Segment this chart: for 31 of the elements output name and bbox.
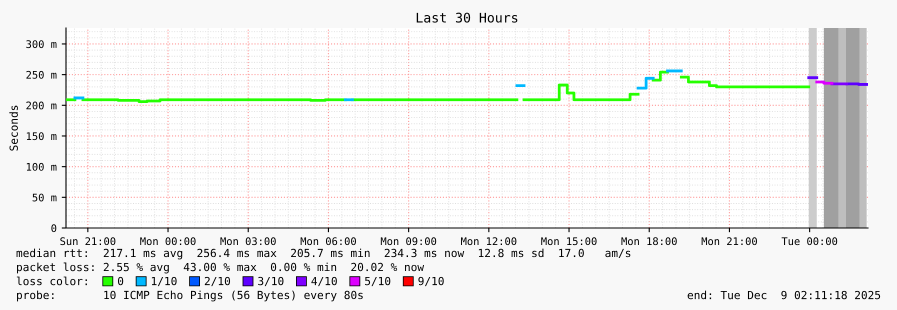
legend-label: 4/10 (311, 276, 337, 286)
y-tick-label: 250 m (26, 70, 56, 79)
legend-label: 1/10 (152, 276, 177, 286)
text: probe: 10 ICMP Echo Pings (56 Bytes) every 80s (17, 290, 363, 302)
y-tick-label: 300 m (26, 40, 56, 48)
x-tick-label: Mon 15:00 (541, 237, 597, 246)
y-tick-label: 150 m (26, 132, 56, 140)
y-tick-label: 100 m (26, 162, 56, 171)
x-tick-label: Sun 21:00 (60, 237, 116, 246)
y-axis-title: Seconds (9, 106, 18, 151)
x-tick-label: Tue 00:00 (782, 237, 838, 246)
y-tick-label: 0 (51, 224, 56, 232)
legend-label: 5/10 (365, 276, 390, 286)
legend-title: loss color: (16, 276, 87, 286)
x-tick-label: Mon 18:00 (621, 237, 677, 246)
x-tick-label: Mon 03:00 (220, 237, 276, 246)
y-tick-label: 50 m (32, 194, 56, 202)
text: packet loss: 2.55 % avg 43.00 % max 0.00 % min 20.02 % now (17, 262, 424, 274)
legend-label: 9/10 (418, 276, 444, 286)
chart-title: Last 30 Hours (416, 12, 518, 23)
x-tick-label: Mon 09:00 (380, 237, 436, 246)
x-tick-label: Mon 06:00 (300, 237, 356, 246)
y-tick-label: 200 m (26, 102, 56, 110)
legend-label: 0 (118, 276, 124, 286)
legend-label: 2/10 (204, 276, 230, 286)
x-tick-label: Mon 12:00 (461, 237, 516, 246)
legend-label: 3/10 (258, 276, 284, 286)
text: median rtt: 217.1 ms avg 256.4 ms max 205.7 ms min 234.3 ms now 12.8 ms sd 17.0 am/s (16, 248, 630, 260)
x-tick-label: Mon 21:00 (702, 237, 757, 246)
text: end: Tue Dec 9 02:11:18 2025 (688, 290, 880, 300)
x-tick-label: Mon 00:00 (140, 237, 196, 246)
